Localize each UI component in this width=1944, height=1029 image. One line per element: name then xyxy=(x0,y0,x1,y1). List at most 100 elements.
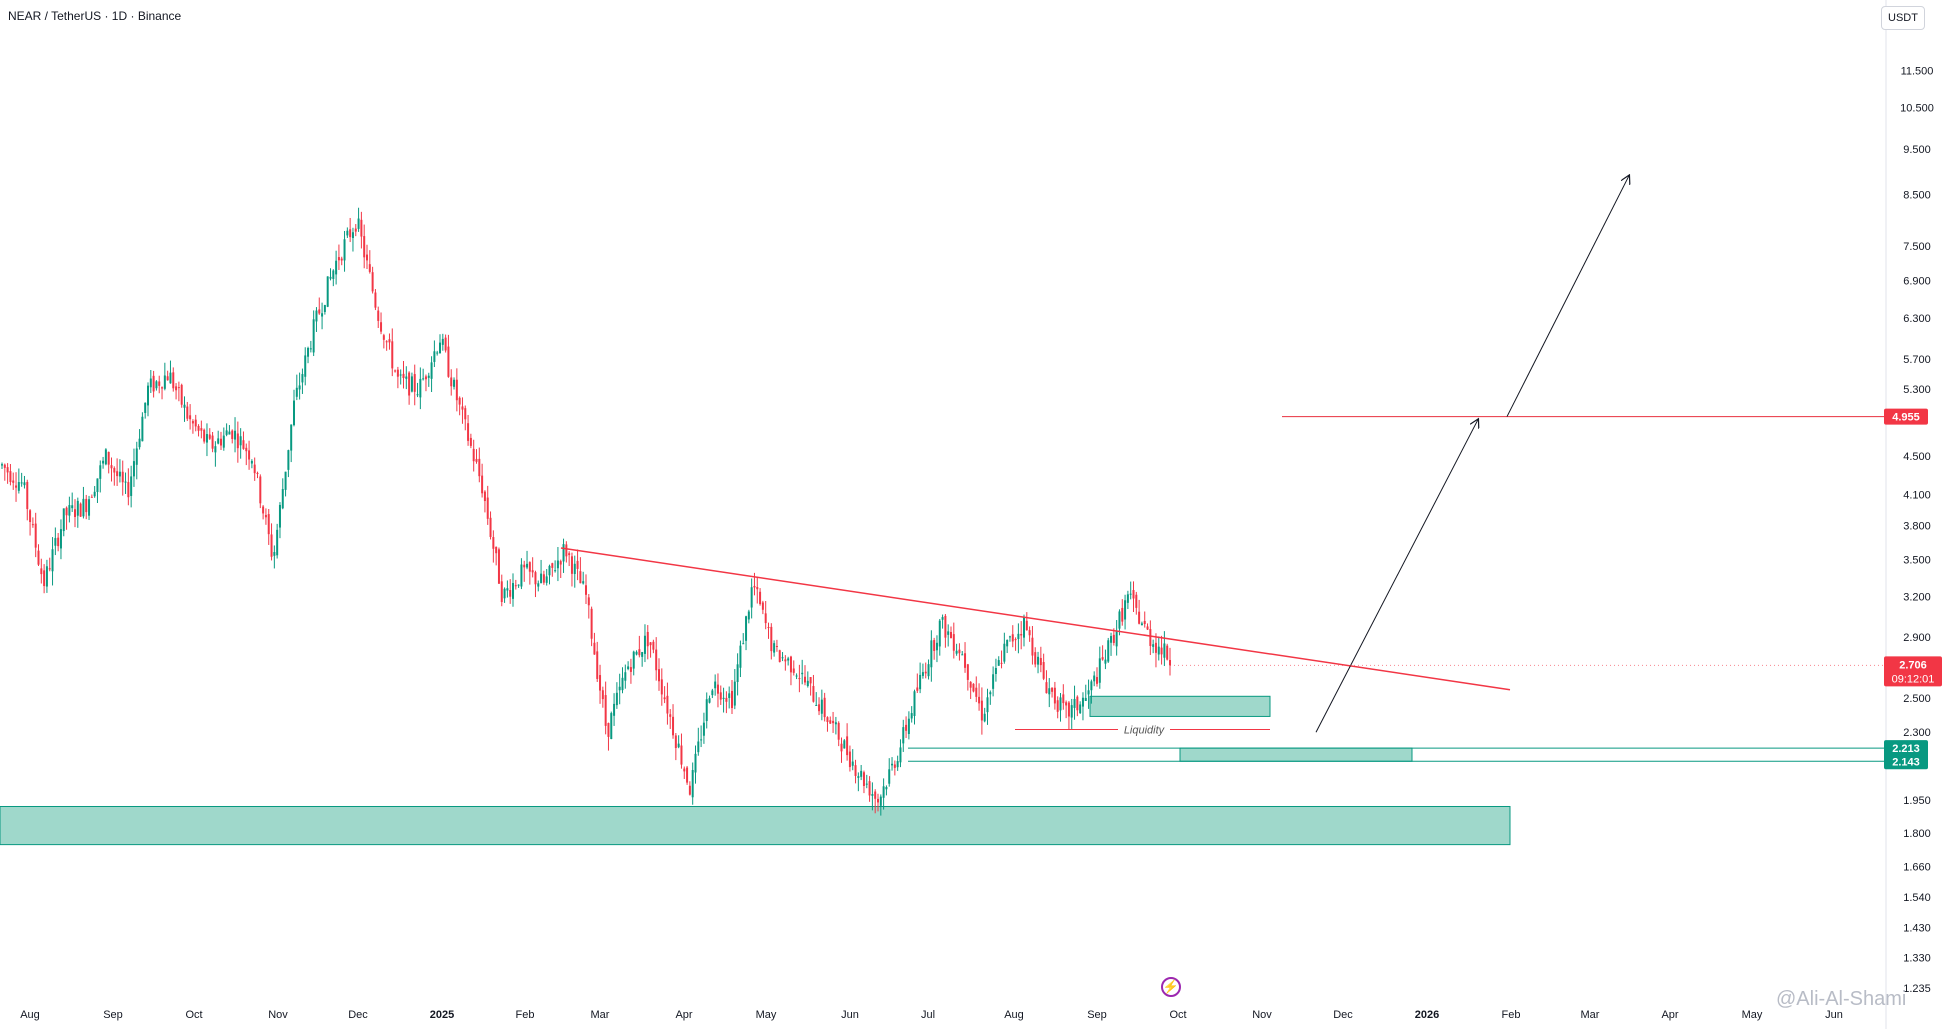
candle-body xyxy=(419,378,422,398)
candle-body xyxy=(649,642,652,646)
x-tick-label: 2025 xyxy=(430,1009,454,1021)
candle-body xyxy=(31,524,34,526)
demand-zone xyxy=(0,805,1511,846)
current-price-label: 2.706 xyxy=(1899,659,1927,671)
candle-body xyxy=(660,679,663,695)
candle-body xyxy=(3,464,6,468)
candle-body xyxy=(860,770,863,777)
candle-body xyxy=(624,672,627,681)
candle-body xyxy=(576,560,579,569)
candle-body xyxy=(629,667,632,672)
candle-body xyxy=(565,544,568,557)
x-tick-label: Dec xyxy=(348,1009,368,1021)
candle-body xyxy=(413,374,416,392)
candle-body xyxy=(315,310,318,322)
candle-body xyxy=(1138,611,1141,624)
candle-body xyxy=(236,433,239,449)
candle-body xyxy=(177,387,180,389)
y-tick-label: 11.500 xyxy=(1901,65,1934,77)
candle-body xyxy=(545,576,548,583)
candle-body xyxy=(343,239,346,261)
candle-body xyxy=(879,796,882,806)
candle-body xyxy=(234,430,237,440)
candle-body xyxy=(916,687,919,691)
candle-body xyxy=(770,626,773,652)
candle-body xyxy=(191,421,194,424)
candle-body xyxy=(683,768,686,772)
candle-body xyxy=(590,608,593,639)
y-tick-label: 8.500 xyxy=(1903,190,1931,202)
candle-body xyxy=(792,668,795,673)
candle-body xyxy=(714,681,717,689)
tradingview-logo-icon[interactable]: ⚡ xyxy=(1161,977,1181,997)
x-tick-label: Aug xyxy=(20,1009,40,1021)
candle-body xyxy=(896,761,899,768)
candle-body xyxy=(672,716,675,736)
candle-body xyxy=(540,573,543,584)
candle-body xyxy=(787,658,790,661)
candle-body xyxy=(37,550,40,565)
candle-body xyxy=(1098,658,1101,683)
candle-body xyxy=(264,514,267,518)
candle-body xyxy=(601,690,604,700)
candle-body xyxy=(385,341,388,343)
liquidity-label: Liquidity xyxy=(1124,725,1166,737)
candle-body xyxy=(1003,643,1006,662)
candle-body xyxy=(829,720,832,724)
candle-body xyxy=(646,631,649,647)
candle-body xyxy=(542,574,545,583)
candle-body xyxy=(568,553,571,556)
candle-body xyxy=(1129,593,1132,595)
x-tick-label: Jul xyxy=(921,1009,935,1021)
candle-body xyxy=(1028,630,1031,636)
candle-body xyxy=(380,322,383,332)
candle-body xyxy=(1115,631,1118,647)
candle-body xyxy=(851,761,854,766)
candle-body xyxy=(6,467,9,473)
candle-body xyxy=(615,692,618,706)
candle-body xyxy=(784,659,787,662)
candle-body xyxy=(548,565,551,576)
candle-body xyxy=(1160,647,1163,655)
candle-body xyxy=(79,503,82,517)
candle-body xyxy=(371,272,374,292)
candle-body xyxy=(54,538,57,546)
candle-body xyxy=(329,276,332,279)
candle-body xyxy=(304,355,307,377)
candle-body xyxy=(745,616,748,641)
candle-body xyxy=(231,430,234,439)
candle-body xyxy=(1104,659,1107,664)
candle-body xyxy=(399,374,402,376)
candle-body xyxy=(570,556,573,574)
candle-body xyxy=(927,664,930,677)
candle-body xyxy=(225,430,228,435)
candle-body xyxy=(410,376,413,392)
candle-body xyxy=(444,337,447,351)
demand-zone xyxy=(1179,747,1413,762)
candle-body xyxy=(604,695,607,726)
candle-body xyxy=(453,379,456,387)
candle-body xyxy=(862,772,865,787)
candle-body xyxy=(1154,642,1157,653)
candle-body xyxy=(1037,656,1040,665)
candle-body xyxy=(1084,697,1087,702)
candle-body xyxy=(950,632,952,639)
candle-body xyxy=(76,500,79,516)
currency-button[interactable]: USDT xyxy=(1881,6,1925,30)
candle-body xyxy=(147,385,149,406)
candle-body xyxy=(17,482,20,491)
candle-body xyxy=(843,740,846,749)
x-tick-label: Nov xyxy=(1252,1009,1272,1021)
candle-body xyxy=(85,498,88,513)
candle-body xyxy=(750,587,753,608)
candles xyxy=(1,207,1171,816)
candle-body xyxy=(593,642,596,655)
x-tick-label: Aug xyxy=(1004,1009,1024,1021)
candle-body xyxy=(497,549,500,584)
candle-body xyxy=(121,471,124,483)
candle-body xyxy=(789,656,792,673)
candle-body xyxy=(309,348,312,350)
candle-body xyxy=(354,228,357,232)
candle-body xyxy=(295,387,298,397)
